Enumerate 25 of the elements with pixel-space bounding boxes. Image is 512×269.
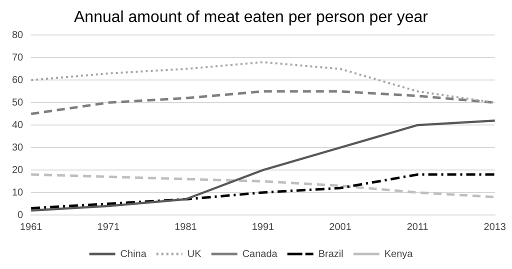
y-tick-label: 0 <box>18 210 24 221</box>
legend-label: Canada <box>242 248 278 260</box>
line-series <box>30 173 496 210</box>
y-tick-label: 10 <box>12 187 24 198</box>
legend-label: Brazil <box>318 248 344 260</box>
y-tick-label: 30 <box>12 142 24 154</box>
x-tick-label: 1971 <box>97 222 120 233</box>
y-tick-label: 50 <box>12 97 24 108</box>
y-tick-label: 40 <box>12 120 24 131</box>
legend-label: UK <box>187 248 202 260</box>
x-tick-label: 1961 <box>20 222 43 233</box>
y-tick-label: 70 <box>12 52 24 64</box>
x-tick-label: 2011 <box>406 222 429 233</box>
y-tick-label: 20 <box>12 164 24 176</box>
x-tick-label: 2001 <box>329 222 352 233</box>
x-tick-label: 2013 <box>484 222 506 233</box>
legend-label: Kenya <box>384 248 414 260</box>
line-series <box>30 173 496 198</box>
line-series <box>30 61 496 104</box>
x-tick-label: 1981 <box>174 222 198 233</box>
x-tick-label: 1991 <box>252 222 275 233</box>
y-tick-label: 80 <box>12 30 24 41</box>
chart-title: Annual amount of meat eaten per person per year <box>74 9 429 26</box>
legend-label: China <box>120 248 147 260</box>
y-tick-label: 60 <box>12 74 24 86</box>
